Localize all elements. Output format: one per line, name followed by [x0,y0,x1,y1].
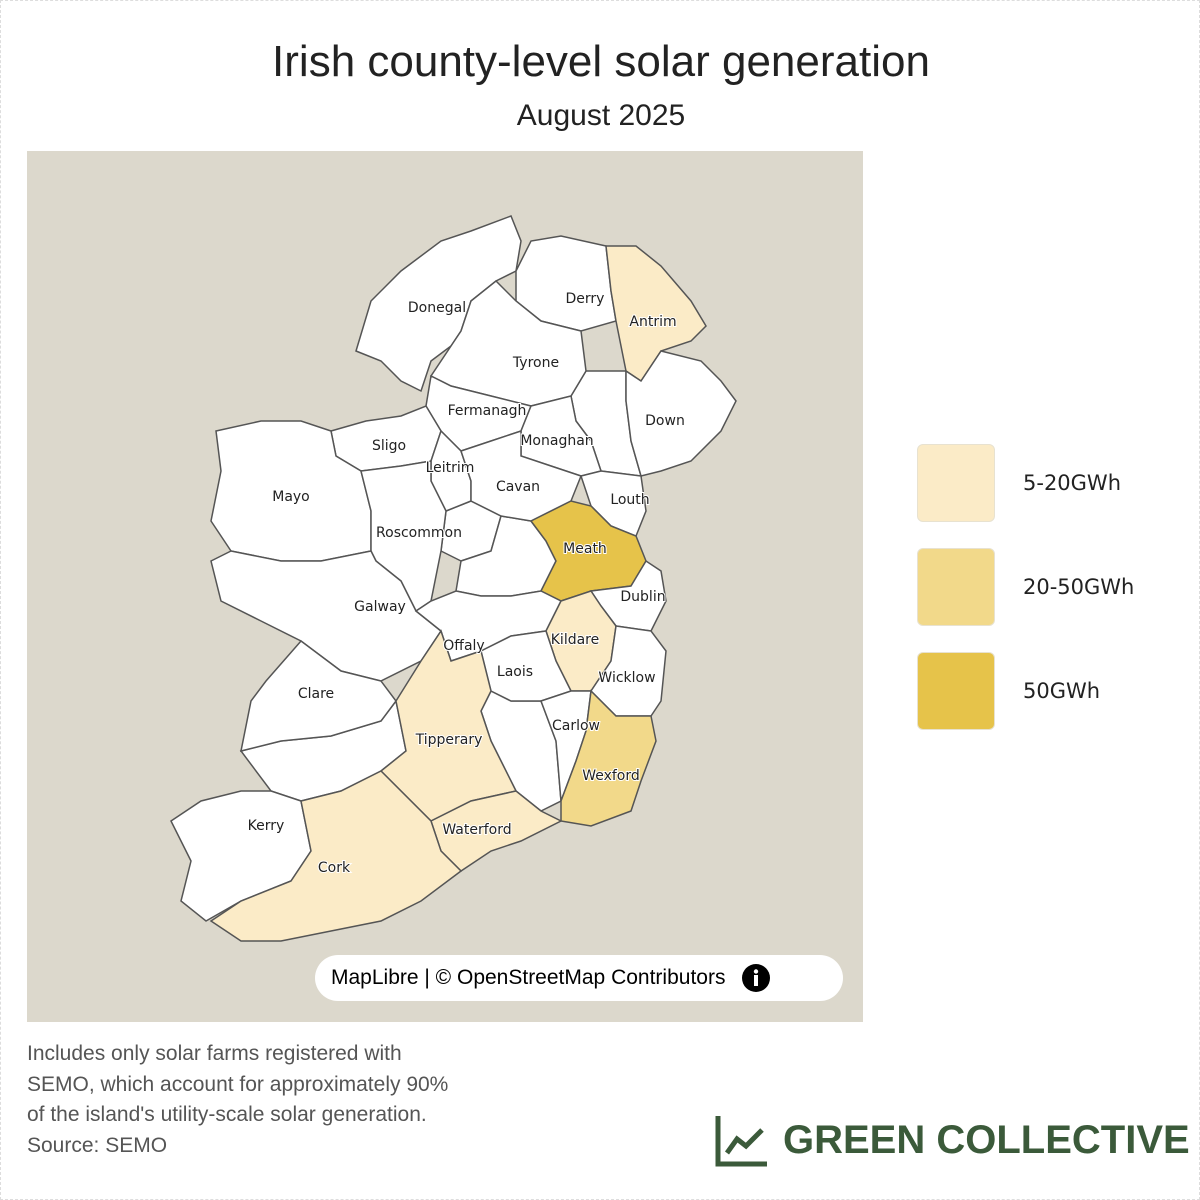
county-label: Roscommon [376,525,462,541]
legend-item: 20-50GWh [917,548,1134,626]
attribution-text[interactable]: MapLibre | © OpenStreetMap Contributors [331,966,726,989]
county [605,245,707,383]
county [560,689,657,827]
county-label: Kildare [551,632,600,648]
title: Irish county-level solar generation [272,37,930,86]
county [209,770,463,942]
legend-swatch [917,548,995,626]
legend-swatch [917,652,995,730]
county-label: Laois [497,664,533,680]
note-line: of the island's utility-scale solar gene… [27,1103,427,1126]
county-label: Mayo [272,489,310,505]
legend-label: 20-50GWh [1023,575,1135,599]
county-label: Donegal [408,300,466,316]
county-label: Carlow [552,718,600,734]
attribution[interactable]: MapLibre | © OpenStreetMap Contributors [315,955,843,1001]
county-label: Fermanagh [448,403,527,419]
note-line: SEMO, which account for approximately 90… [27,1072,449,1096]
county [625,350,737,477]
legend-swatch [917,444,995,522]
county-label: Cork [318,860,351,876]
county-label: Dublin [620,589,665,605]
legend-item: 5-20GWh [917,444,1121,522]
county-label: Antrim [629,314,676,330]
county-label: Kerry [248,818,285,834]
county-label: Wexford [582,768,640,784]
county-label: Tipperary [415,732,483,748]
county-label: Sligo [372,438,406,454]
legend-label: 5-20GWh [1023,471,1122,495]
county-label: Waterford [442,822,511,838]
brand: GREEN COLLECTIVE [715,1113,1190,1167]
info-icon[interactable] [741,963,771,993]
brand-name: GREEN COLLECTIVE [783,1117,1190,1162]
note-line: Includes only solar farms registered wit… [27,1042,402,1065]
county-label: Offaly [443,638,484,654]
county-label: Louth [610,492,649,508]
county-label: Clare [298,686,334,702]
county-label: Derry [566,291,605,307]
county [460,429,582,522]
county-label: Galway [354,599,406,615]
county-label: Tyrone [512,355,559,371]
subtitle: August 2025 [516,99,686,132]
legend-item: 50GWh [917,652,1100,730]
county-label: Meath [563,541,607,557]
map[interactable]: Donegal Derry Antrim Tyrone Down Fermanagh Mon… [27,151,863,1022]
county-label: Cavan [496,479,540,495]
county-label: Down [645,413,685,429]
county-label: Wicklow [598,670,655,686]
note: Includes only solar farms registered wit… [27,1039,448,1161]
legend-label: 50GWh [1023,679,1101,703]
county-label: Monaghan [520,433,593,449]
note-line: Source: SEMO [27,1133,168,1157]
brand-icon [715,1116,767,1167]
county-label: Leitrim [426,460,475,476]
